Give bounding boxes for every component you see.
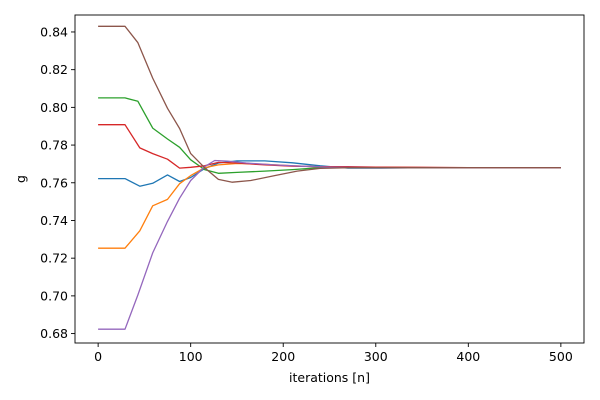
series-blue-line: [98, 160, 561, 187]
series-red-line: [98, 124, 561, 169]
x-tick-label: 200: [271, 349, 295, 364]
series-brown-line: [98, 25, 561, 183]
plot-area: [98, 25, 561, 330]
x-tick-label: 400: [456, 349, 480, 364]
series-purple-line: [98, 159, 561, 330]
x-tick-label: 300: [364, 349, 388, 364]
y-tick-label: 0.84: [40, 24, 68, 39]
y-tick-label: 0.70: [40, 288, 68, 303]
y-tick-label: 0.78: [40, 138, 68, 153]
y-tick-label: 0.80: [40, 100, 68, 115]
y-tick-label: 0.82: [40, 62, 68, 77]
y-axis-label: g: [13, 175, 28, 183]
x-tick-label: 500: [549, 349, 573, 364]
series-orange-line: [98, 162, 561, 249]
x-tick-label: 0: [94, 349, 102, 364]
y-tick-label: 0.74: [40, 213, 68, 228]
plot-frame: [74, 14, 585, 344]
y-tick-label: 0.76: [40, 175, 68, 190]
y-tick-label: 0.68: [40, 326, 68, 341]
axes: 0 100 200 300 400 500 0.68 0.70 0.72 0.74 0.76 0.78…: [40, 14, 585, 364]
x-tick-label: 100: [179, 349, 203, 364]
y-tick-label: 0.72: [40, 251, 68, 266]
x-axis-label: iterations [n]: [289, 370, 370, 385]
